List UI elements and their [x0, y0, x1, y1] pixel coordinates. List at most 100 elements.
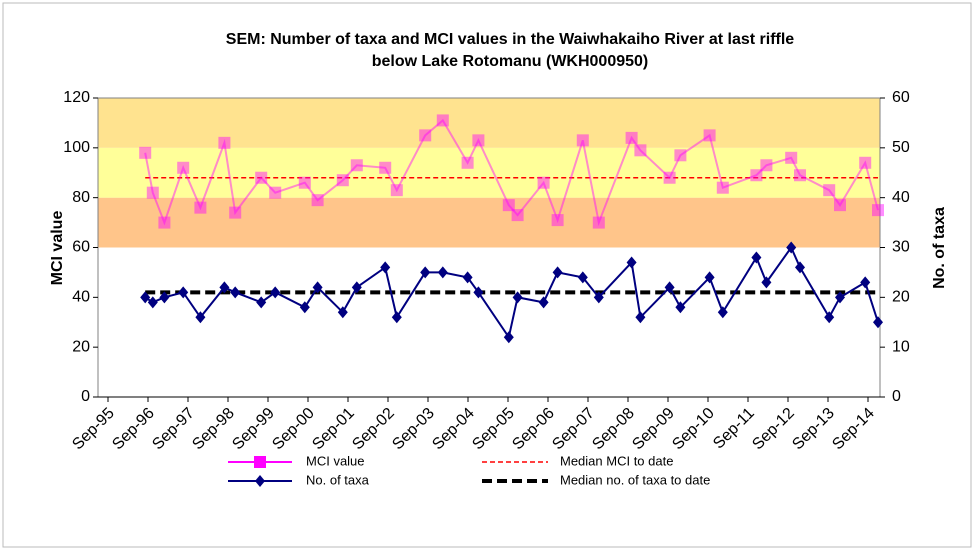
point [420, 266, 431, 279]
legend-label: No. of taxa [306, 472, 370, 487]
point [461, 156, 474, 169]
point [436, 114, 449, 127]
point [502, 199, 515, 212]
point [716, 181, 729, 194]
y2-tick-label: 60 [892, 89, 910, 106]
point [473, 286, 484, 299]
point [437, 266, 448, 279]
point [873, 316, 883, 329]
point [337, 306, 348, 319]
point [379, 161, 392, 174]
y2-tick-label: 10 [892, 338, 910, 355]
point [350, 159, 363, 172]
series-line [144, 118, 879, 227]
band [98, 197, 880, 248]
point [823, 184, 836, 197]
point [835, 291, 845, 304]
point [593, 291, 604, 304]
point [634, 144, 647, 157]
point [786, 241, 797, 254]
point [538, 296, 549, 309]
y-axis-label: MCI value [49, 211, 66, 286]
point [834, 199, 846, 212]
y2-tick-label: 20 [892, 289, 910, 306]
point [750, 169, 763, 182]
y2-tick-label: 50 [892, 139, 910, 156]
y-tick-label: 100 [63, 139, 90, 156]
point [158, 216, 171, 229]
legend-marker [254, 456, 266, 468]
point [785, 151, 798, 164]
point [229, 206, 242, 219]
point [472, 134, 485, 147]
point [311, 194, 324, 207]
point [761, 276, 772, 289]
point [576, 134, 589, 147]
point [336, 174, 349, 187]
legend-label: Median no. of taxa to date [560, 472, 710, 487]
point [860, 276, 871, 289]
point [139, 146, 152, 159]
point [390, 184, 403, 197]
point [664, 281, 675, 294]
point [298, 176, 311, 189]
legend-label: MCI value [306, 453, 365, 468]
point [674, 149, 687, 162]
point [537, 176, 550, 189]
band [98, 147, 880, 198]
point [159, 291, 170, 304]
point [704, 271, 715, 284]
point [391, 311, 402, 324]
point [147, 296, 158, 309]
chart-title: SEM: Number of taxa and MCI values in th… [226, 31, 795, 48]
point [577, 271, 588, 284]
point [419, 129, 432, 142]
point [503, 331, 514, 344]
point [795, 261, 805, 274]
point [140, 291, 151, 304]
point [592, 216, 605, 229]
y2-tick-label: 0 [892, 388, 901, 405]
y-tick-label: 40 [72, 289, 90, 306]
point [625, 131, 638, 144]
point [178, 286, 189, 299]
point [230, 286, 241, 299]
point [380, 261, 391, 274]
point [760, 159, 773, 172]
point [512, 291, 523, 304]
point [177, 161, 190, 174]
point [256, 296, 267, 309]
point [794, 169, 806, 182]
y-tick-label: 80 [72, 189, 90, 206]
point [675, 301, 686, 314]
point [219, 281, 230, 294]
point [511, 209, 524, 222]
point [635, 311, 646, 324]
point [703, 129, 716, 142]
point [824, 311, 835, 324]
point [269, 186, 282, 199]
point [751, 251, 762, 264]
point [663, 171, 676, 184]
point [146, 186, 159, 199]
point [551, 214, 564, 227]
point [270, 286, 281, 299]
y-tick-label: 20 [72, 338, 90, 355]
legend-marker [255, 475, 265, 487]
y2-axis-label: No. of taxa [931, 207, 948, 289]
legend-label: Median MCI to date [560, 453, 673, 468]
point [552, 266, 563, 279]
point [872, 204, 884, 217]
y-tick-label: 120 [63, 89, 90, 106]
chart-title: below Lake Rotomanu (WKH000950) [372, 53, 649, 70]
point [859, 156, 872, 169]
y-tick-label: 0 [81, 388, 90, 405]
point [194, 201, 207, 214]
point [255, 171, 268, 184]
point [462, 271, 473, 284]
point [717, 306, 728, 319]
y-tick-label: 60 [72, 239, 90, 256]
point [218, 136, 231, 149]
